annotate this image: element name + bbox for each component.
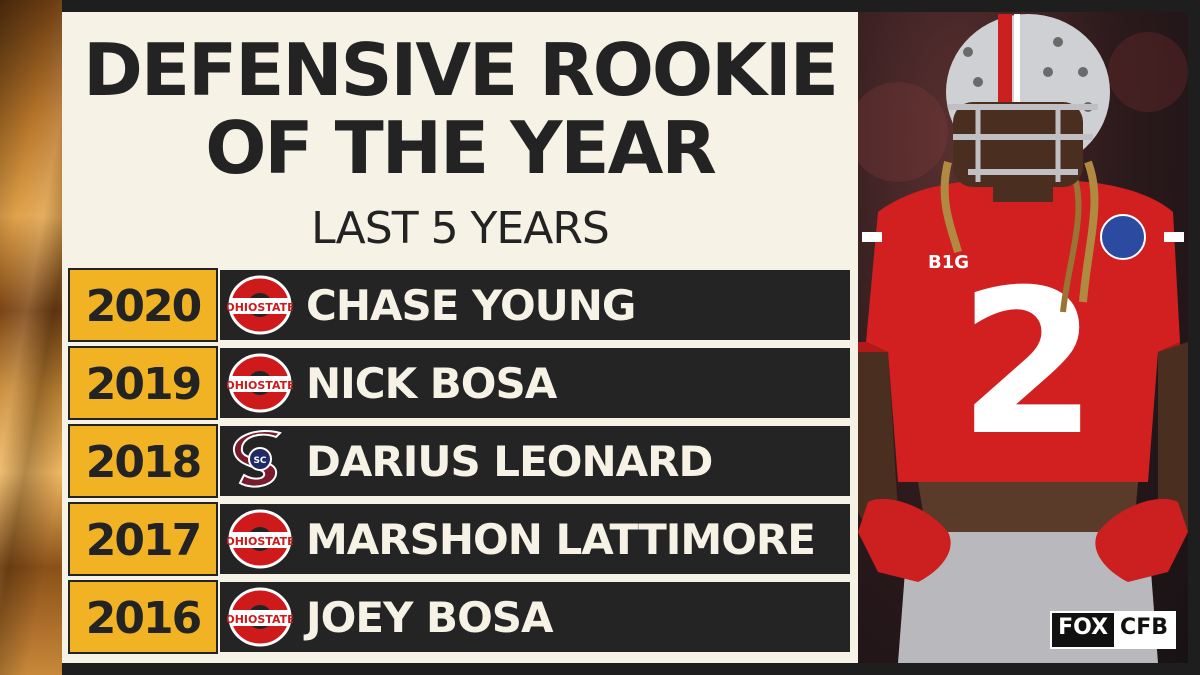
award-list: 2020 OHIOSTATE CHASE YOUNG 2019 OHIOSTAT…: [68, 268, 852, 658]
title-line-1: DEFENSIVE ROOKIE: [83, 28, 839, 112]
player-name: JOEY BOSA: [306, 592, 554, 642]
player-name: DARIUS LEONARD: [306, 436, 713, 486]
content-panel: DEFENSIVE ROOKIE OF THE YEAR LAST 5 YEAR…: [62, 12, 858, 663]
fox-cfb-logo: FOX CFB: [1050, 611, 1176, 649]
ohio-state-logo-icon: OHIOSTATE: [220, 504, 300, 574]
year-badge: 2019: [68, 346, 218, 420]
player-bar: SC DARIUS LEONARD: [218, 424, 852, 498]
ohio-state-logo-icon: OHIOSTATE: [220, 348, 300, 418]
list-item: 2020 OHIOSTATE CHASE YOUNG: [68, 268, 852, 342]
title-line-2: OF THE YEAR: [205, 106, 717, 190]
player-name: MARSHON LATTIMORE: [306, 514, 816, 564]
football-player-illustration: 2 B1G: [858, 14, 1188, 663]
svg-text:OHIOSTATE: OHIOSTATE: [227, 379, 293, 392]
cfb-wordmark: CFB: [1114, 613, 1174, 647]
player-name: CHASE YOUNG: [306, 280, 636, 330]
year-badge: 2020: [68, 268, 218, 342]
svg-text:SC: SC: [253, 456, 266, 466]
player-bar: OHIOSTATE NICK BOSA: [218, 346, 852, 420]
svg-text:OHIOSTATE: OHIOSTATE: [227, 613, 293, 626]
player-name: NICK BOSA: [306, 358, 557, 408]
player-bar: OHIOSTATE MARSHON LATTIMORE: [218, 502, 852, 576]
year-badge: 2016: [68, 580, 218, 654]
year-badge: 2018: [68, 424, 218, 498]
list-item: 2019 OHIOSTATE NICK BOSA: [68, 346, 852, 420]
player-bar: OHIOSTATE CHASE YOUNG: [218, 268, 852, 342]
ohio-state-logo-icon: OHIOSTATE: [220, 270, 300, 340]
gold-brush-texture: [0, 0, 62, 675]
svg-text:OHIOSTATE: OHIOSTATE: [227, 301, 293, 314]
fox-wordmark: FOX: [1052, 613, 1115, 647]
subtitle: LAST 5 YEARS: [311, 203, 610, 254]
list-item: 2016 OHIOSTATE JOEY BOSA: [68, 580, 852, 654]
player-photo: 2 B1G: [858, 12, 1188, 663]
player-bar: OHIOSTATE JOEY BOSA: [218, 580, 852, 654]
ohio-state-logo-icon: OHIOSTATE: [220, 582, 300, 652]
year-badge: 2017: [68, 502, 218, 576]
svg-text:OHIOSTATE: OHIOSTATE: [227, 535, 293, 548]
list-item: 2017 OHIOSTATE MARSHON LATTIMORE: [68, 502, 852, 576]
jersey-number: 2: [958, 247, 1097, 480]
list-item: 2018 SC DARIUS LEONARD: [68, 424, 852, 498]
south-carolina-state-logo-icon: SC: [220, 426, 300, 496]
svg-text:B1G: B1G: [928, 252, 969, 273]
